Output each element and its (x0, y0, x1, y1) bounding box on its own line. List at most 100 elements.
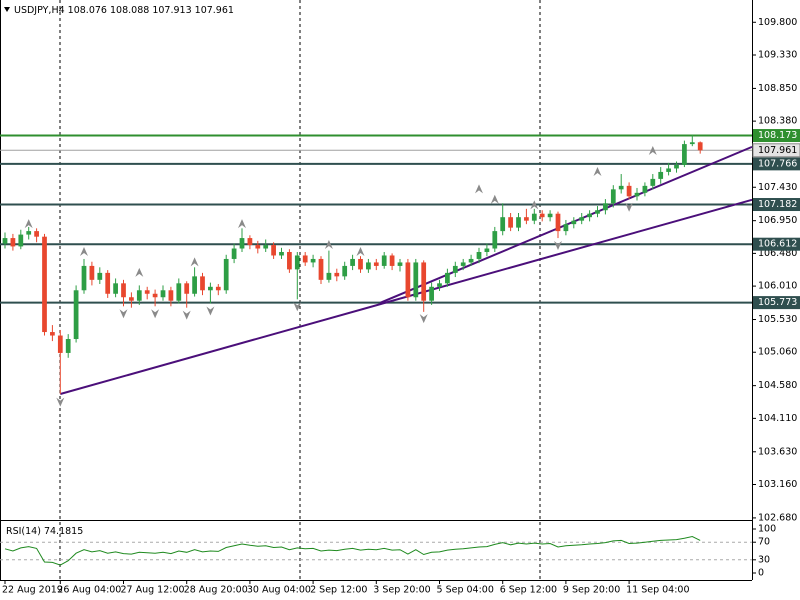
candle-body (326, 272, 332, 280)
y-tick-label: 106.480 (758, 248, 797, 259)
fractal-up (238, 219, 247, 229)
candle-body (547, 213, 553, 218)
candle-body (231, 248, 237, 259)
fractal-down (56, 397, 65, 407)
candle-body (389, 255, 395, 266)
rsi-label: RSI(14) (6, 526, 41, 537)
candle-body (508, 217, 513, 228)
x-tick-label: 27 Aug 12:00 (121, 585, 185, 596)
candle-body (215, 286, 221, 291)
candle-body (603, 203, 608, 211)
candle-body (26, 231, 32, 235)
level-tag-label: 107.182 (758, 199, 797, 210)
candle-body (121, 283, 126, 298)
candle-body (136, 290, 142, 301)
x-tick-label: 30 Aug 04:00 (247, 585, 311, 596)
candle-body (674, 164, 679, 169)
x-tick-label: 11 Sep 04:00 (626, 585, 689, 596)
candle-body (571, 220, 577, 225)
fractal-down (119, 309, 128, 319)
fractal-up (490, 194, 499, 204)
candle-body (531, 213, 537, 221)
close-value: 107.961 (195, 5, 234, 16)
candle-body (208, 286, 213, 291)
candle-body (476, 251, 482, 259)
menu-arrow[interactable] (4, 7, 10, 12)
candle-body (484, 248, 490, 252)
y-tick-label: 104.580 (758, 380, 797, 391)
level-tag (753, 296, 800, 310)
fractal-up (530, 200, 539, 210)
fractal-up (593, 166, 602, 176)
candle-body (113, 283, 118, 294)
fractal-down (151, 309, 160, 319)
fractal-down (625, 202, 634, 212)
y-tick-label: 106.010 (758, 281, 797, 292)
y-tick-label: 105.530 (758, 314, 797, 325)
candle-body (334, 272, 340, 277)
candle-body (105, 272, 111, 294)
level-tag-label: 107.766 (758, 158, 797, 169)
candle-body (358, 258, 363, 270)
current-price-label: 107.961 (758, 145, 797, 156)
candle-body (460, 262, 466, 266)
candle-body (239, 238, 245, 249)
chart-header: USDJPY,H4 108.076 108.088 107.913 107.96… (14, 5, 234, 16)
rsi-header: RSI(14) 74.1815 (6, 526, 83, 537)
header: USDJPY,H4 108.076 108.088 107.913 107.96… (4, 5, 234, 16)
y-tick-label: 102.680 (758, 512, 797, 523)
fractal-up (324, 240, 333, 250)
level-tag-label: 108.173 (758, 130, 797, 141)
fractal-down (206, 306, 215, 316)
candle-body (500, 217, 506, 232)
plot-area (0, 134, 753, 566)
candle-body (263, 245, 269, 249)
y-tick-label: 103.630 (758, 446, 797, 457)
rsi-tick-label: 70 (758, 537, 770, 548)
y-tick-label: 107.430 (758, 182, 797, 193)
fractal-down (553, 241, 562, 251)
high-value: 108.088 (110, 5, 149, 16)
candle-body (223, 258, 229, 291)
rsi-tick-label: 30 (758, 554, 770, 565)
candle-body (57, 335, 63, 353)
candle-body (452, 265, 458, 273)
level-tag (753, 237, 800, 251)
candle-body (279, 251, 284, 256)
fractal-up (475, 184, 484, 194)
x-tick-label: 26 Aug 04:00 (57, 585, 121, 596)
candle-body (587, 213, 592, 218)
candle-body (610, 189, 616, 204)
fractal-up (356, 246, 365, 256)
candle-body (310, 258, 316, 263)
candle-body (81, 265, 87, 291)
candle-body (413, 262, 419, 298)
candle-body (373, 262, 379, 266)
y-tick-label: 104.110 (758, 413, 797, 424)
candle-body (2, 238, 8, 244)
candle-body (650, 178, 656, 186)
open-value: 108.076 (68, 5, 107, 16)
candle-body (658, 171, 664, 179)
candle-body (381, 255, 387, 266)
x-tick-label: 9 Sep 20:00 (563, 585, 620, 596)
candle-body (302, 255, 308, 263)
level-tag (753, 198, 800, 212)
candle-body (468, 258, 474, 263)
rsi-line (4, 535, 701, 566)
rsi-tick-label: 0 (758, 568, 764, 579)
candle-body (294, 255, 300, 270)
candle-body (595, 210, 600, 214)
candle-body (200, 276, 205, 291)
candle-body (666, 168, 671, 172)
fractal-up (135, 267, 144, 277)
candle-body (160, 290, 166, 298)
candle-body (168, 290, 174, 301)
candle-body (144, 290, 150, 294)
y-tick-label: 106.950 (758, 215, 797, 226)
candle-body (97, 272, 103, 280)
y-tick-label: 105.060 (758, 347, 797, 358)
candle-body (555, 213, 561, 232)
candle-body (318, 258, 324, 280)
